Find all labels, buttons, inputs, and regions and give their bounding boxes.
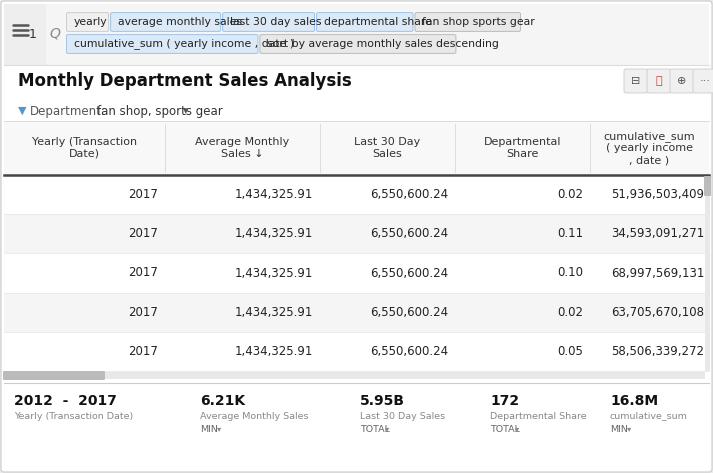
Text: yearly: yearly bbox=[74, 17, 108, 27]
Text: 0.10: 0.10 bbox=[557, 266, 583, 280]
Bar bbox=[4, 372, 705, 379]
Text: sort by average monthly sales descending: sort by average monthly sales descending bbox=[267, 39, 499, 49]
Text: 6,550,600.24: 6,550,600.24 bbox=[370, 188, 448, 201]
Text: ▾: ▾ bbox=[515, 424, 519, 433]
FancyBboxPatch shape bbox=[693, 69, 713, 93]
Text: 34,593,091,271: 34,593,091,271 bbox=[611, 228, 704, 240]
Text: 2017: 2017 bbox=[128, 266, 158, 280]
Text: 1,434,325.91: 1,434,325.91 bbox=[235, 228, 313, 240]
Text: last 30 day sales: last 30 day sales bbox=[230, 17, 322, 27]
Text: 〰: 〰 bbox=[656, 76, 662, 86]
Text: Average Monthly
Sales ↓: Average Monthly Sales ↓ bbox=[195, 137, 289, 159]
Text: 2017: 2017 bbox=[128, 306, 158, 319]
Text: cumulative_sum: cumulative_sum bbox=[610, 412, 688, 420]
Text: Departmental Share: Departmental Share bbox=[490, 412, 587, 420]
Text: TOTAL: TOTAL bbox=[360, 424, 390, 433]
Text: ···: ··· bbox=[699, 76, 710, 86]
Text: 6,550,600.24: 6,550,600.24 bbox=[370, 266, 448, 280]
Text: 2017: 2017 bbox=[128, 345, 158, 358]
Text: MIN: MIN bbox=[610, 424, 628, 433]
Text: 1,434,325.91: 1,434,325.91 bbox=[235, 188, 313, 201]
Text: 6.21K: 6.21K bbox=[200, 394, 245, 408]
Text: 6,550,600.24: 6,550,600.24 bbox=[370, 306, 448, 319]
Text: 172: 172 bbox=[490, 394, 519, 408]
Text: 0.05: 0.05 bbox=[557, 345, 583, 358]
Text: fan shop, sports gear: fan shop, sports gear bbox=[97, 105, 222, 117]
Text: ⊕: ⊕ bbox=[677, 76, 687, 86]
Text: 63,705,670,108: 63,705,670,108 bbox=[611, 306, 704, 319]
Bar bbox=[705, 175, 710, 371]
Text: ▾: ▾ bbox=[385, 424, 389, 433]
Text: 2017: 2017 bbox=[128, 228, 158, 240]
Text: 0.11: 0.11 bbox=[557, 228, 583, 240]
Text: ▾: ▾ bbox=[217, 424, 221, 433]
FancyBboxPatch shape bbox=[222, 13, 314, 31]
Text: ⊟: ⊟ bbox=[631, 76, 641, 86]
Text: 0.02: 0.02 bbox=[557, 306, 583, 319]
Text: ▼: ▼ bbox=[18, 106, 26, 116]
Text: 16.8M: 16.8M bbox=[610, 394, 658, 408]
Bar bbox=[4, 293, 709, 332]
Text: 1,434,325.91: 1,434,325.91 bbox=[235, 306, 313, 319]
Text: cumulative_sum
( yearly income
, date ): cumulative_sum ( yearly income , date ) bbox=[604, 131, 695, 165]
Text: cumulative_sum ( yearly income , date ): cumulative_sum ( yearly income , date ) bbox=[74, 38, 294, 50]
Text: 0.02: 0.02 bbox=[557, 188, 583, 201]
Text: MIN: MIN bbox=[200, 424, 218, 433]
Bar bbox=[4, 254, 709, 293]
Text: 5.95B: 5.95B bbox=[360, 394, 405, 408]
Text: average monthly sales: average monthly sales bbox=[118, 17, 242, 27]
Text: 2012  -  2017: 2012 - 2017 bbox=[14, 394, 117, 408]
Text: Department:: Department: bbox=[30, 105, 106, 117]
Text: Last 30 Day
Sales: Last 30 Day Sales bbox=[354, 137, 421, 159]
Text: 1,434,325.91: 1,434,325.91 bbox=[235, 345, 313, 358]
Text: 51,936,503,409: 51,936,503,409 bbox=[611, 188, 704, 201]
FancyBboxPatch shape bbox=[66, 13, 108, 31]
Text: Departmental
Share: Departmental Share bbox=[483, 137, 561, 159]
Text: Monthly Department Sales Analysis: Monthly Department Sales Analysis bbox=[18, 72, 352, 90]
FancyBboxPatch shape bbox=[66, 35, 258, 53]
FancyBboxPatch shape bbox=[624, 69, 648, 93]
Text: departmental share: departmental share bbox=[324, 17, 432, 27]
Text: 1: 1 bbox=[29, 28, 37, 42]
FancyBboxPatch shape bbox=[704, 176, 711, 196]
Bar bbox=[4, 214, 709, 254]
Text: Average Monthly Sales: Average Monthly Sales bbox=[200, 412, 309, 420]
Bar bbox=[4, 4, 709, 65]
FancyBboxPatch shape bbox=[260, 35, 456, 53]
Text: 6,550,600.24: 6,550,600.24 bbox=[370, 345, 448, 358]
Text: fan shop sports gear: fan shop sports gear bbox=[423, 17, 535, 27]
Text: 1,434,325.91: 1,434,325.91 bbox=[235, 266, 313, 280]
FancyBboxPatch shape bbox=[647, 69, 671, 93]
Text: ▾: ▾ bbox=[183, 106, 189, 116]
FancyBboxPatch shape bbox=[415, 13, 520, 31]
Bar bbox=[4, 121, 709, 175]
Text: Q: Q bbox=[50, 27, 61, 41]
Bar bbox=[4, 332, 709, 371]
Bar bbox=[4, 4, 46, 65]
Text: TOTAL: TOTAL bbox=[490, 424, 520, 433]
Bar bbox=[4, 175, 709, 214]
Text: 58,506,339,272: 58,506,339,272 bbox=[611, 345, 704, 358]
Text: Last 30 Day Sales: Last 30 Day Sales bbox=[360, 412, 445, 420]
FancyBboxPatch shape bbox=[111, 13, 220, 31]
Text: 2017: 2017 bbox=[128, 188, 158, 201]
Text: 6,550,600.24: 6,550,600.24 bbox=[370, 228, 448, 240]
Text: Yearly (Transaction Date): Yearly (Transaction Date) bbox=[14, 412, 133, 420]
FancyBboxPatch shape bbox=[670, 69, 694, 93]
FancyBboxPatch shape bbox=[317, 13, 413, 31]
Text: Yearly (Transaction
Date): Yearly (Transaction Date) bbox=[32, 137, 137, 159]
FancyBboxPatch shape bbox=[3, 371, 105, 380]
Text: 68,997,569,131: 68,997,569,131 bbox=[610, 266, 704, 280]
Text: ▾: ▾ bbox=[627, 424, 631, 433]
